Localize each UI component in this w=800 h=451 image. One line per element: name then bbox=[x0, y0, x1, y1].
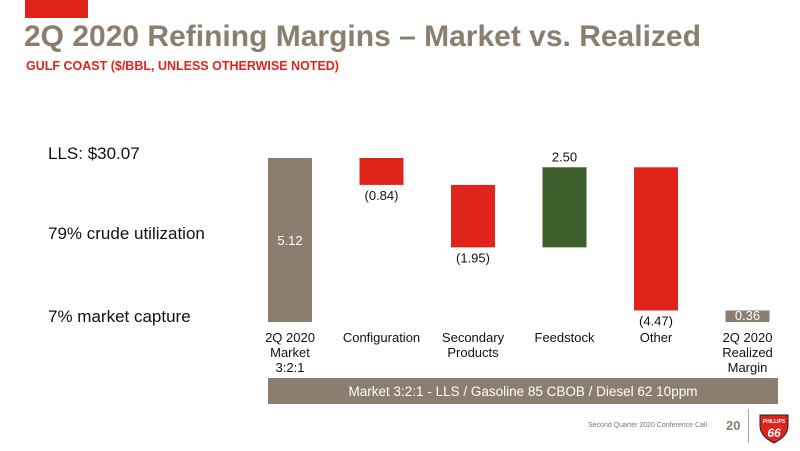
stat-crude-utilization: 79% crude utilization bbox=[48, 224, 205, 243]
category-label-3: Feedstock bbox=[535, 330, 595, 345]
footer-event-label: Second Quarter 2020 Conference Call bbox=[588, 422, 708, 429]
bar-2 bbox=[451, 184, 495, 248]
accent-bar bbox=[25, 0, 88, 18]
value-label-5: 0.36 bbox=[735, 308, 760, 323]
waterfall-chart: 5.12 2Q 2020 Market 3:2:1 (0.84) Configuratio… bbox=[265, 149, 773, 375]
category-label-4: Other bbox=[640, 330, 673, 345]
category-label-2: Secondary Products bbox=[442, 330, 505, 360]
stat-market-capture: 7% market capture bbox=[48, 307, 191, 326]
bar-3 bbox=[542, 167, 587, 248]
value-label-2: (1.95) bbox=[456, 250, 490, 265]
category-label-0: 2Q 2020 Market 3:2:1 bbox=[265, 330, 315, 375]
bar-5 bbox=[725, 310, 770, 322]
slide-title: 2Q 2020 Refining Margins – Market vs. Re… bbox=[24, 20, 701, 53]
bar-0 bbox=[268, 158, 312, 322]
value-label-3: 2.50 bbox=[552, 149, 577, 164]
svg-text:PHILLIPS: PHILLIPS bbox=[763, 419, 786, 425]
svg-text:66: 66 bbox=[767, 426, 781, 440]
category-label-5: 2Q 2020 Realized Margin bbox=[722, 330, 773, 375]
value-label-1: (0.84) bbox=[365, 188, 399, 203]
page-number: 20 bbox=[726, 418, 741, 433]
phillips-66-logo-icon: PHILLIPS 66 bbox=[759, 414, 789, 444]
category-label-1: Configuration bbox=[343, 330, 420, 345]
chart-caption: Market 3:2:1 - LLS / Gasoline 85 CBOB / … bbox=[268, 378, 778, 404]
stat-lls-price: LLS: $30.07 bbox=[48, 144, 140, 163]
value-label-4: (4.47) bbox=[639, 313, 673, 328]
bar-4 bbox=[634, 167, 678, 311]
slide-subtitle: GULF COAST ($/BBL, UNLESS OTHERWISE NOTE… bbox=[26, 59, 339, 73]
value-label-0: 5.12 bbox=[277, 233, 302, 248]
footer-divider bbox=[748, 409, 749, 443]
bar-1 bbox=[359, 158, 404, 185]
